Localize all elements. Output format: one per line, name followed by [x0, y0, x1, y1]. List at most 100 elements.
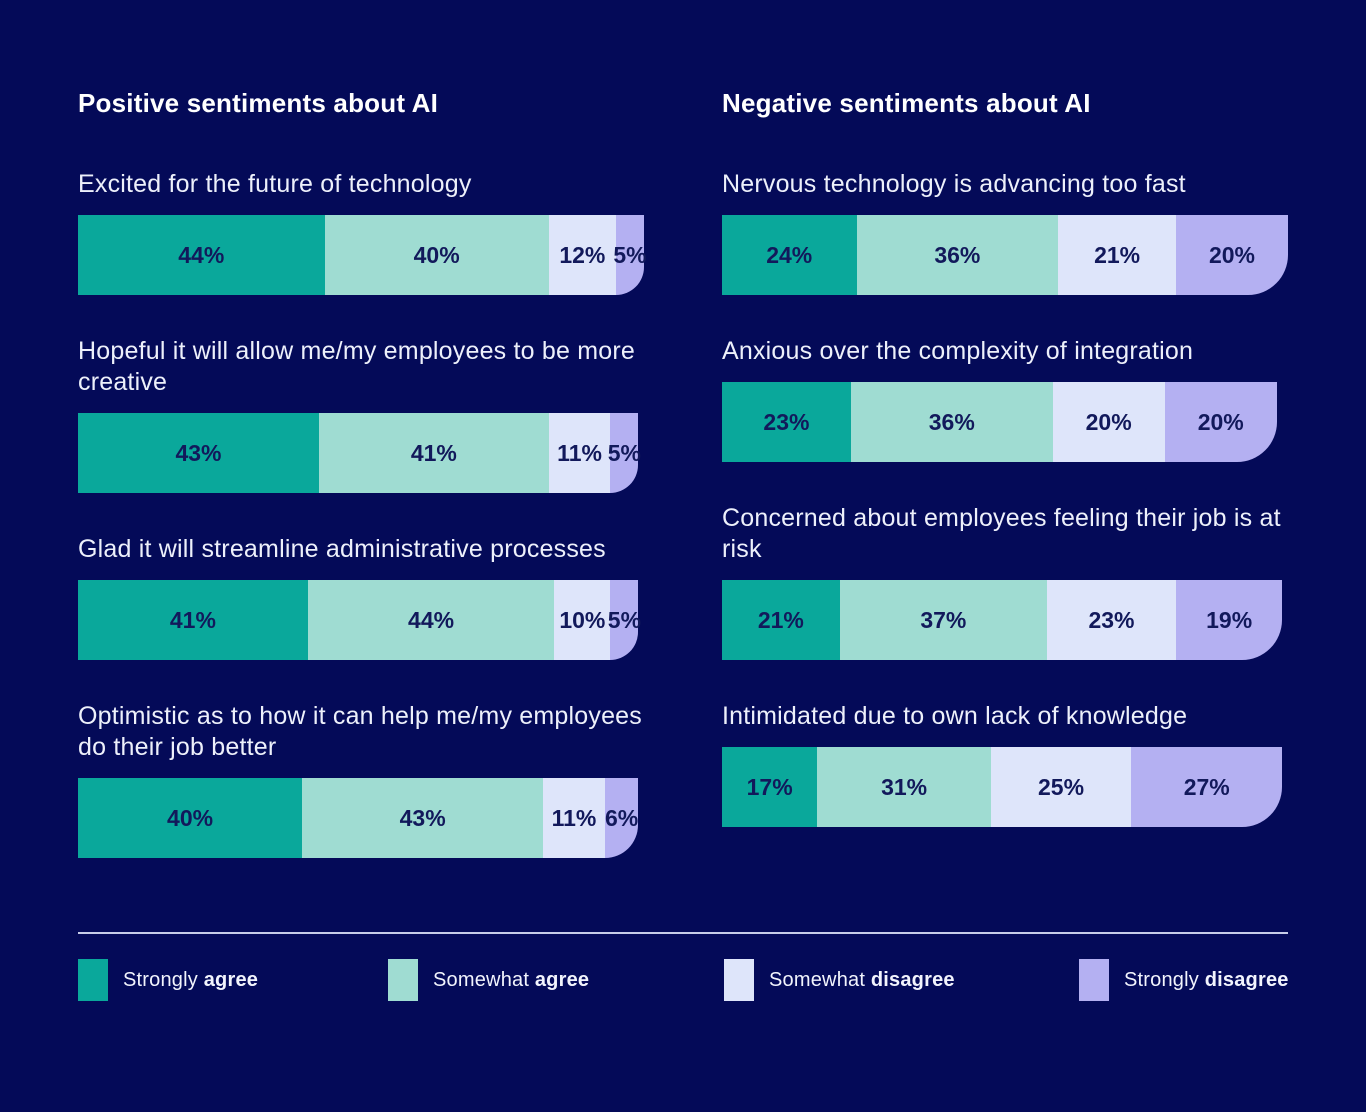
segment-value: 37% [920, 606, 967, 633]
bar-segment-somewhat-disagree: 10% [554, 580, 611, 660]
segment-value: 20% [1085, 408, 1132, 435]
stacked-bar: 44% 40% 12% 5% [78, 215, 647, 295]
legend-item-strongly-agree: Strongly agree [78, 959, 388, 1001]
negative-sentiments-section: Negative sentiments about AI Nervous tec… [722, 88, 1289, 858]
section-title-positive: Positive sentiments about AI [78, 88, 439, 118]
bar-row: Glad it will streamline administrative p… [78, 534, 644, 660]
legend: Strongly agree Somewhat agree Somewhat dis… [78, 959, 1288, 1001]
bar-segment-somewhat-disagree: 11% [543, 778, 605, 858]
bar-segment-somewhat-disagree: 21% [1058, 215, 1176, 295]
bar-segment-somewhat-agree: 37% [839, 580, 1048, 660]
stacked-bar: 21% 37% 23% 19% [722, 580, 1283, 660]
segment-value: 40% [413, 241, 460, 268]
bar-row: Anxious over the complexity of integrati… [722, 336, 1288, 462]
bar-label: Nervous technology is advancing too fast [722, 170, 1186, 198]
segment-value: 31% [881, 773, 928, 800]
legend-swatch [1079, 959, 1109, 1001]
segment-value: 24% [766, 241, 813, 268]
segment-value: 23% [1088, 606, 1135, 633]
stacked-bar: 41% 44% 10% 5% [78, 580, 642, 660]
bar-row: Optimistic as to how it can help me/my e… [78, 701, 644, 858]
segment-value: 10% [559, 606, 606, 633]
negative-bars: Nervous technology is advancing too fast… [722, 169, 1289, 827]
bar-row: Intimidated due to own lack of knowledge… [722, 701, 1288, 827]
bar-segment-strongly-disagree: 5% [607, 580, 642, 660]
bar-segment-strongly-disagree: 5% [613, 215, 647, 295]
stacked-bar: 23% 36% 20% 20% [722, 382, 1277, 462]
bar-segment-somewhat-disagree: 12% [548, 215, 616, 295]
segment-value: 40% [167, 804, 214, 831]
bar-label: Anxious over the complexity of integrati… [722, 337, 1194, 365]
segment-value: 11% [551, 804, 597, 831]
segment-value: 21% [1094, 241, 1141, 268]
bar-label: Concerned about employees feeling their … [722, 504, 1281, 563]
positive-bars: Excited for the future of technology 44% 4… [78, 169, 647, 858]
segment-value: 19% [1206, 606, 1253, 633]
stacked-bar: 24% 36% 21% 20% [722, 215, 1289, 295]
bar-segment-strongly-agree: 24% [722, 215, 857, 295]
legend-swatch [388, 959, 418, 1001]
segment-value: 27% [1183, 773, 1230, 800]
bar-segment-somewhat-disagree: 23% [1047, 580, 1176, 660]
bar-segment-somewhat-agree: 40% [324, 215, 549, 295]
legend-label: Strongly disagree [1124, 968, 1289, 991]
segment-value: 25% [1038, 773, 1085, 800]
bar-segment-strongly-agree: 21% [722, 580, 840, 660]
bar-segment-strongly-disagree: 20% [1164, 382, 1277, 462]
segment-value: 5% [607, 439, 642, 466]
segment-value: 20% [1208, 241, 1255, 268]
bar-segment-somewhat-disagree: 11% [548, 413, 611, 493]
bar-segment-strongly-agree: 23% [722, 382, 851, 462]
bar-label: Glad it will streamline administrative p… [78, 535, 606, 563]
bar-segment-somewhat-disagree: 25% [990, 747, 1132, 827]
stacked-bar: 17% 31% 25% 27% [722, 747, 1283, 827]
legend-swatch [78, 959, 108, 1001]
segment-value: 44% [178, 241, 225, 268]
bar-segment-somewhat-agree: 44% [307, 580, 555, 660]
segment-value: 5% [613, 241, 647, 268]
bar-segment-somewhat-agree: 43% [302, 778, 544, 858]
segment-value: 41% [169, 606, 216, 633]
legend-item-somewhat-disagree: Somewhat disagree [724, 959, 1079, 1001]
bar-segment-strongly-agree: 41% [78, 580, 308, 660]
bar-segment-strongly-agree: 43% [78, 413, 319, 493]
bar-segment-strongly-disagree: 6% [604, 778, 639, 858]
bar-segment-strongly-agree: 44% [78, 215, 325, 295]
bar-segment-somewhat-agree: 36% [850, 382, 1053, 462]
segment-value: 44% [408, 606, 455, 633]
segment-value: 36% [928, 408, 975, 435]
bar-segment-somewhat-agree: 36% [856, 215, 1059, 295]
bar-segment-somewhat-agree: 41% [318, 413, 549, 493]
bar-segment-strongly-agree: 17% [722, 747, 818, 827]
segment-value: 41% [410, 439, 457, 466]
bar-label: Intimidated due to own lack of knowledge [722, 702, 1188, 730]
segment-value: 43% [399, 804, 446, 831]
divider [78, 932, 1288, 934]
segment-value: 36% [934, 241, 981, 268]
positive-sentiments-section: Positive sentiments about AI Excited for… [78, 88, 647, 858]
legend-swatch [724, 959, 754, 1001]
bar-segment-strongly-agree: 40% [78, 778, 303, 858]
stacked-bar: 40% 43% 11% 6% [78, 778, 639, 858]
legend-item-somewhat-agree: Somewhat agree [388, 959, 724, 1001]
bar-segment-strongly-disagree: 5% [607, 413, 642, 493]
legend-label: Somewhat agree [433, 968, 590, 991]
segment-value: 5% [607, 606, 642, 633]
chart-columns: Positive sentiments about AI Excited for… [78, 88, 1289, 858]
bar-label: Hopeful it will allow me/my employees to… [78, 337, 636, 396]
segment-value: 21% [757, 606, 804, 633]
segment-value: 6% [604, 804, 639, 831]
segment-value: 23% [763, 408, 810, 435]
segment-value: 12% [559, 241, 606, 268]
bar-segment-strongly-disagree: 27% [1131, 747, 1283, 827]
bar-row: Concerned about employees feeling their … [722, 503, 1288, 660]
bar-row: Hopeful it will allow me/my employees to… [78, 336, 644, 493]
legend-item-strongly-disagree: Strongly disagree [1079, 959, 1289, 1001]
bar-label: Excited for the future of technology [78, 170, 472, 198]
segment-value: 11% [557, 439, 602, 466]
bar-segment-strongly-disagree: 19% [1175, 580, 1283, 660]
bar-segment-somewhat-disagree: 20% [1052, 382, 1165, 462]
segment-value: 43% [175, 439, 222, 466]
bar-row: Excited for the future of technology 44% 4… [78, 169, 647, 295]
